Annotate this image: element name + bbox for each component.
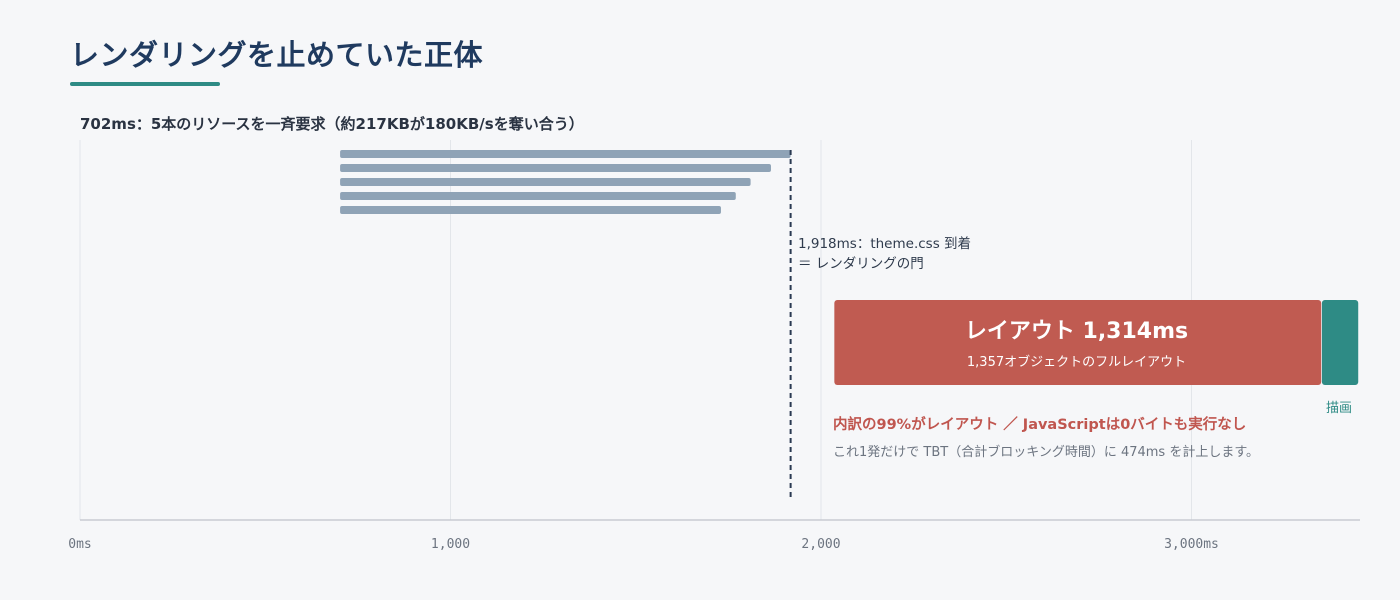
x-tick-label-3: 3,000ms — [1164, 537, 1219, 552]
ticks-layer: 0ms 1,000 2,000 3,000ms — [68, 519, 1360, 552]
chart-subtitle: 702ms：5本のリソースを一斉要求（約217KBが180KB/sを奪い合う） — [80, 115, 584, 133]
tbt-note: これ1発だけで TBT（合計ブロッキング時間）に 474ms を計上します。 — [833, 445, 1260, 460]
resource-bar-3 — [340, 178, 751, 186]
bars-layer — [340, 150, 1359, 498]
gate-annotation: 1,918ms：theme.css 到着 ＝ レンダリングの門 — [798, 234, 971, 274]
paint-bar — [1321, 300, 1359, 385]
layout-bar — [834, 300, 1322, 385]
resource-bar-4 — [340, 192, 736, 200]
layout-block-subtitle: 1,357オブジェクトのフルレイアウト — [966, 355, 1187, 370]
gate-annotation-line1: 1,918ms：theme.css 到着 — [798, 236, 972, 252]
title-underline — [70, 82, 220, 86]
x-tick-label-1: 1,000 — [431, 537, 470, 552]
x-tick-label-0: 0ms — [68, 537, 91, 552]
paint-label: 描画 — [1325, 401, 1352, 416]
layout-block-title: レイアウト 1,314ms — [964, 319, 1189, 344]
x-tick-label-2: 2,000 — [801, 537, 840, 552]
resource-bar-1 — [340, 150, 791, 158]
gate-annotation-line2: ＝ レンダリングの門 — [798, 256, 924, 272]
page-title: レンダリングを止めていた正体 — [70, 38, 484, 72]
resource-bar-2 — [340, 164, 771, 172]
breakdown-note: 内訳の99%がレイアウト ／ JavaScriptは0バイトも実行なし — [833, 417, 1247, 433]
resource-bar-5 — [340, 206, 721, 214]
